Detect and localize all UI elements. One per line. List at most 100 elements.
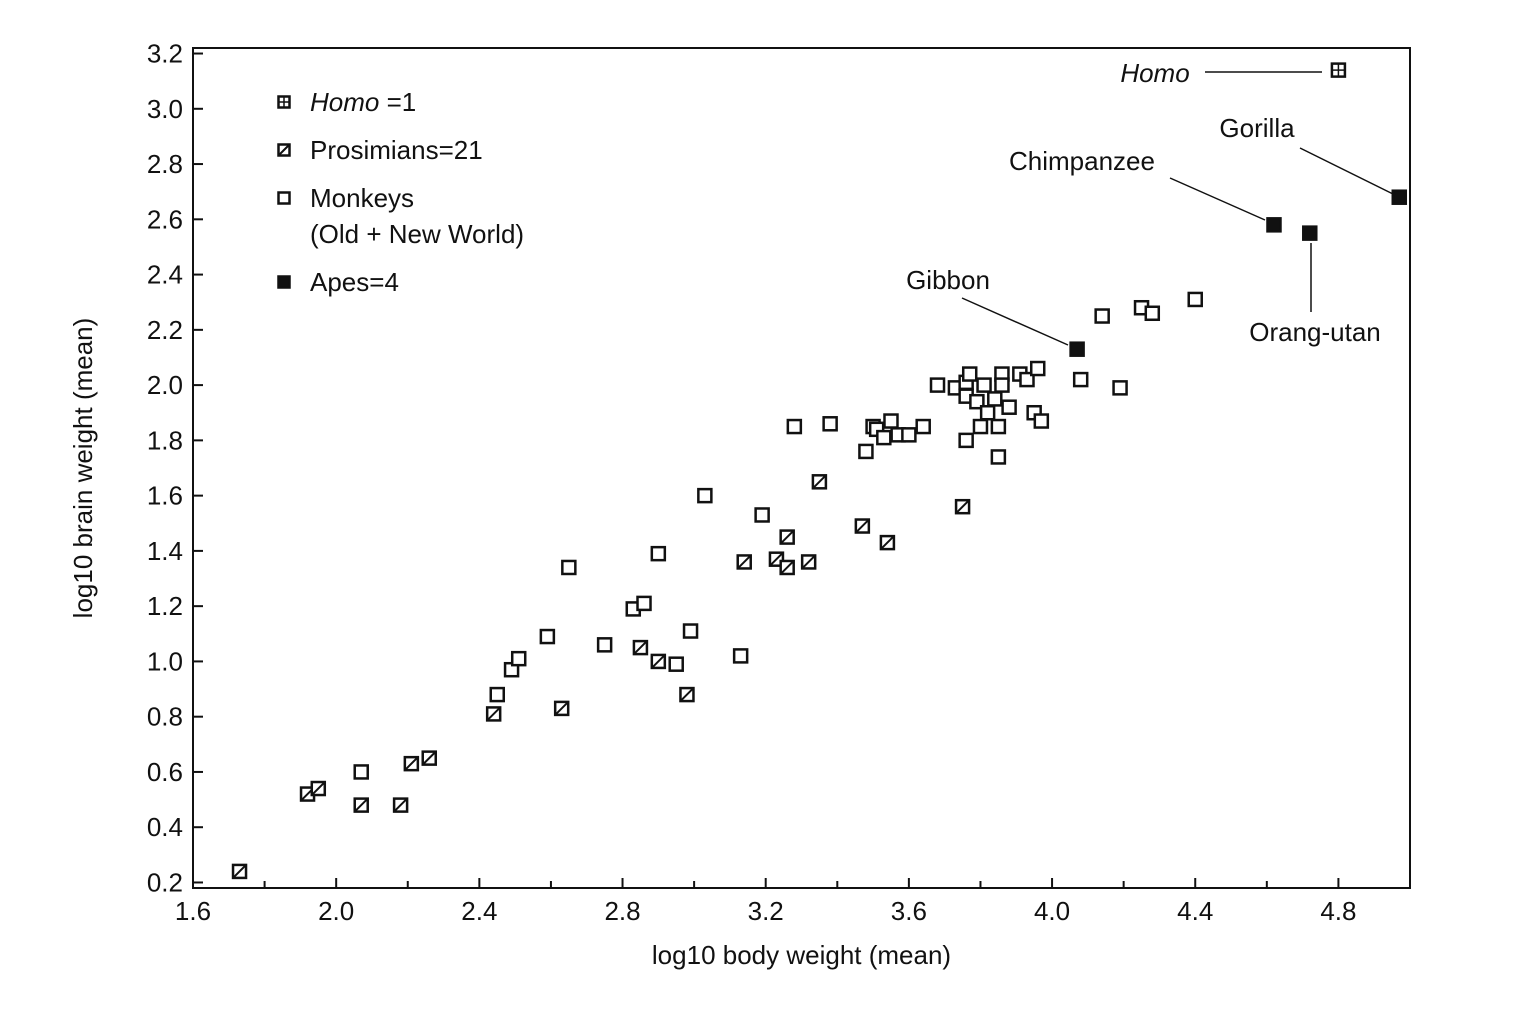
y-tick-label: 3.2	[147, 39, 183, 69]
marker-box	[786, 418, 803, 435]
data-point-prosimians	[403, 755, 420, 772]
data-point-apes	[1266, 217, 1282, 233]
data-point-prosimians	[353, 797, 369, 813]
x-tick-label: 2.0	[318, 896, 354, 926]
data-point-monkeys	[1112, 380, 1128, 396]
data-point-monkeys	[876, 429, 892, 446]
marker-box	[901, 427, 917, 443]
x-tick-label: 4.0	[1034, 896, 1070, 926]
x-tick-label: 1.6	[175, 896, 211, 926]
annotation-chimpanzee: Chimpanzee	[1009, 146, 1155, 176]
marker-hatch	[856, 519, 869, 533]
marker-box	[976, 377, 992, 393]
marker-box	[353, 764, 369, 780]
data-point-monkeys	[958, 432, 974, 449]
data-point-prosimians	[954, 498, 971, 515]
x-tick-label: 3.2	[748, 896, 784, 926]
data-point-monkeys	[822, 416, 838, 432]
legend-label-line2: (Old + New World)	[310, 219, 524, 249]
marker-hatch	[394, 798, 407, 812]
marker-hatch	[312, 782, 325, 795]
marker-box	[883, 413, 899, 429]
marker-box	[561, 559, 577, 576]
data-point-monkeys	[510, 650, 527, 667]
y-tick-label: 0.2	[147, 867, 183, 897]
data-point-monkeys	[976, 377, 992, 393]
marker-box	[1144, 305, 1161, 322]
data-point-prosimians	[421, 750, 437, 766]
marker-box	[510, 650, 527, 667]
data-point-monkeys	[596, 637, 613, 653]
marker-box	[1029, 360, 1046, 377]
y-tick-label: 2.2	[147, 315, 183, 345]
marker-hatch	[405, 757, 418, 770]
annotation-gibbon: Gibbon	[906, 265, 990, 295]
data-point-monkeys	[353, 764, 369, 780]
marker-box	[929, 377, 946, 393]
marker-box	[876, 429, 892, 446]
legend-label: Prosimians=21	[310, 135, 483, 165]
data-point-apes	[1391, 189, 1408, 205]
marker-hatch	[487, 707, 500, 721]
marker-box	[650, 545, 667, 562]
data-point-monkeys	[668, 656, 684, 672]
marker-box	[1112, 380, 1128, 396]
data-point-monkeys	[539, 628, 556, 645]
data-point-prosimians	[632, 639, 649, 656]
data-point-monkeys	[1144, 305, 1161, 322]
annotation-leader-line	[1169, 177, 1266, 221]
marker-box	[539, 628, 556, 645]
marker-box	[958, 432, 974, 449]
legend-label: Monkeys	[310, 183, 414, 213]
data-point-monkeys	[1187, 291, 1203, 308]
data-point-prosimians	[231, 863, 248, 880]
data-point-prosimians	[811, 474, 828, 490]
marker-hatch	[355, 798, 368, 812]
marker-hatch	[780, 530, 794, 544]
data-point-homo	[1330, 62, 1347, 78]
legend-label: Apes=4	[310, 267, 399, 297]
marker-box	[1391, 189, 1408, 205]
y-tick-label: 2.0	[147, 370, 183, 400]
data-point-prosimians	[392, 797, 409, 813]
marker-box	[990, 449, 1007, 465]
data-point-monkeys	[1019, 371, 1035, 388]
legend-label: Homo =1	[310, 87, 416, 117]
data-point-monkeys	[754, 507, 770, 523]
data-point-monkeys	[561, 559, 577, 576]
data-point-monkeys	[650, 545, 667, 562]
marker-box	[277, 191, 291, 205]
marker-box	[979, 404, 996, 421]
marker-box	[754, 507, 770, 523]
marker-box	[732, 648, 749, 664]
y-tick-label: 1.6	[147, 481, 183, 511]
plot-frame	[192, 47, 1411, 889]
data-point-monkeys	[901, 427, 917, 443]
marker-hatch	[423, 751, 436, 765]
data-point-prosimians	[485, 706, 502, 722]
data-point-monkeys	[969, 393, 985, 410]
marker-box	[969, 393, 985, 410]
data-point-prosimians	[779, 529, 795, 545]
marker-hatch	[802, 555, 815, 569]
marker-box	[697, 487, 713, 504]
data-point-apes	[1069, 341, 1085, 357]
marker-box	[1187, 291, 1203, 308]
x-tick-label: 2.4	[461, 896, 497, 926]
data-point-monkeys	[987, 391, 1003, 407]
data-point-monkeys	[697, 487, 713, 504]
x-axis-label: log10 body weight (mean)	[652, 940, 951, 970]
annotation-homo: Homo	[1120, 58, 1189, 88]
data-point-monkeys	[961, 366, 978, 382]
annotation-orang-utan: Orang-utan	[1249, 317, 1381, 347]
data-point-monkeys	[1029, 360, 1046, 377]
data-point-monkeys	[929, 377, 946, 393]
data-point-monkeys	[732, 648, 749, 664]
marker-hatch	[555, 702, 568, 715]
data-point-monkeys	[682, 623, 699, 639]
marker-box	[915, 418, 931, 435]
x-tick-label: 4.8	[1320, 896, 1356, 926]
marker-box	[1019, 371, 1035, 388]
